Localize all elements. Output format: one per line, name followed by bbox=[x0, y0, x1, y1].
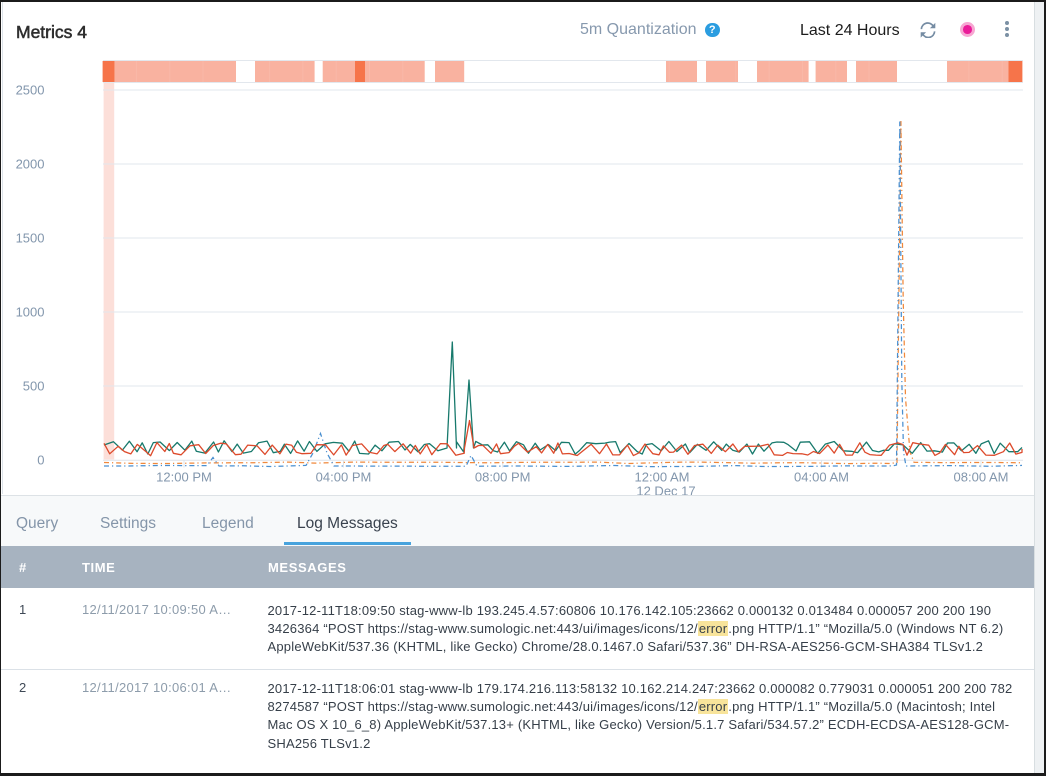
svg-text:1500: 1500 bbox=[16, 231, 45, 246]
svg-text:500: 500 bbox=[23, 379, 45, 394]
svg-text:2000: 2000 bbox=[16, 157, 45, 172]
svg-text:08:00 AM: 08:00 AM bbox=[954, 470, 1009, 485]
svg-text:12:00 PM: 12:00 PM bbox=[156, 470, 212, 485]
svg-text:0: 0 bbox=[37, 453, 44, 468]
svg-text:08:00 PM: 08:00 PM bbox=[475, 470, 531, 485]
svg-text:1000: 1000 bbox=[16, 305, 45, 320]
svg-text:04:00 PM: 04:00 PM bbox=[316, 470, 372, 485]
svg-text:12:00 AM: 12:00 AM bbox=[635, 470, 690, 485]
svg-text:2500: 2500 bbox=[16, 83, 45, 98]
svg-text:12 Dec 17: 12 Dec 17 bbox=[636, 484, 695, 499]
svg-text:04:00 AM: 04:00 AM bbox=[794, 470, 849, 485]
